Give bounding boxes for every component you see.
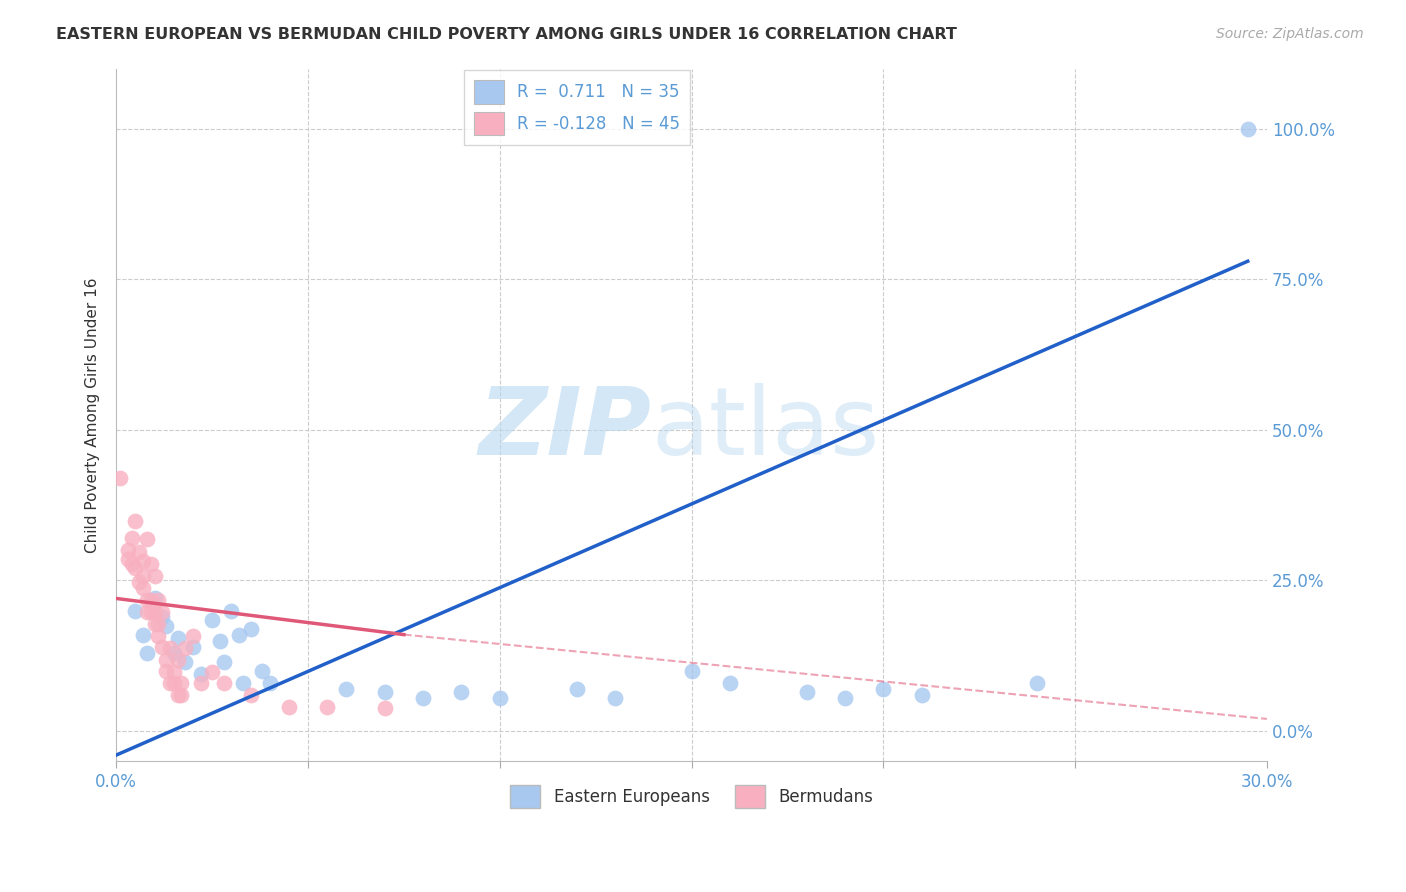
Point	[374, 685, 396, 699]
Point	[148, 592, 170, 607]
Point	[124, 603, 146, 617]
Point	[136, 646, 159, 660]
Point	[166, 653, 188, 667]
Point	[450, 685, 472, 699]
Point	[128, 574, 150, 589]
Point	[143, 591, 166, 606]
Point	[316, 699, 339, 714]
Point	[150, 640, 173, 654]
Point	[132, 554, 155, 568]
Text: Source: ZipAtlas.com: Source: ZipAtlas.com	[1216, 27, 1364, 41]
Point	[796, 685, 818, 699]
Legend: Eastern Europeans, Bermudans: Eastern Europeans, Bermudans	[503, 778, 880, 815]
Point	[148, 629, 170, 643]
Point	[117, 552, 139, 566]
Point	[121, 557, 143, 571]
Text: EASTERN EUROPEAN VS BERMUDAN CHILD POVERTY AMONG GIRLS UNDER 16 CORRELATION CHAR: EASTERN EUROPEAN VS BERMUDAN CHILD POVER…	[56, 27, 957, 42]
Point	[374, 701, 396, 715]
Point	[143, 616, 166, 631]
Point	[136, 533, 159, 547]
Point	[108, 471, 131, 485]
Point	[166, 631, 188, 645]
Point	[201, 665, 224, 679]
Text: atlas: atlas	[651, 383, 880, 475]
Point	[148, 616, 170, 631]
Point	[603, 690, 626, 705]
Point	[136, 605, 159, 619]
Point	[159, 675, 181, 690]
Point	[174, 655, 197, 669]
Point	[718, 675, 741, 690]
Point	[150, 605, 173, 619]
Point	[121, 531, 143, 545]
Point	[565, 681, 588, 696]
Point	[139, 557, 162, 571]
Y-axis label: Child Poverty Among Girls Under 16: Child Poverty Among Girls Under 16	[86, 277, 100, 552]
Text: ZIP: ZIP	[478, 383, 651, 475]
Point	[132, 568, 155, 582]
Point	[128, 544, 150, 558]
Point	[1025, 675, 1047, 690]
Point	[170, 675, 193, 690]
Point	[277, 699, 299, 714]
Point	[212, 675, 235, 690]
Point	[911, 688, 934, 702]
Point	[163, 665, 186, 679]
Point	[232, 675, 254, 690]
Point	[221, 603, 243, 617]
Point	[143, 605, 166, 619]
Point	[488, 690, 510, 705]
Point	[201, 613, 224, 627]
Point	[181, 640, 204, 654]
Point	[208, 633, 231, 648]
Point	[132, 627, 155, 641]
Point	[166, 688, 188, 702]
Point	[163, 675, 186, 690]
Point	[681, 664, 703, 678]
Point	[117, 543, 139, 558]
Point	[174, 640, 197, 655]
Point	[335, 681, 357, 696]
Point	[834, 690, 856, 705]
Point	[150, 609, 173, 624]
Point	[181, 629, 204, 643]
Point	[190, 666, 212, 681]
Point	[228, 627, 250, 641]
Point	[124, 561, 146, 575]
Point	[155, 653, 177, 667]
Point	[1236, 121, 1258, 136]
Point	[132, 581, 155, 595]
Point	[143, 568, 166, 582]
Point	[259, 675, 281, 690]
Point	[239, 688, 262, 702]
Point	[139, 592, 162, 607]
Point	[212, 655, 235, 669]
Point	[239, 622, 262, 636]
Point	[155, 618, 177, 632]
Point	[412, 690, 434, 705]
Point	[170, 688, 193, 702]
Point	[163, 646, 186, 660]
Point	[159, 640, 181, 655]
Point	[136, 592, 159, 607]
Point	[139, 605, 162, 619]
Point	[124, 515, 146, 529]
Point	[190, 675, 212, 690]
Point	[155, 664, 177, 678]
Point	[872, 681, 894, 696]
Point	[250, 664, 273, 678]
